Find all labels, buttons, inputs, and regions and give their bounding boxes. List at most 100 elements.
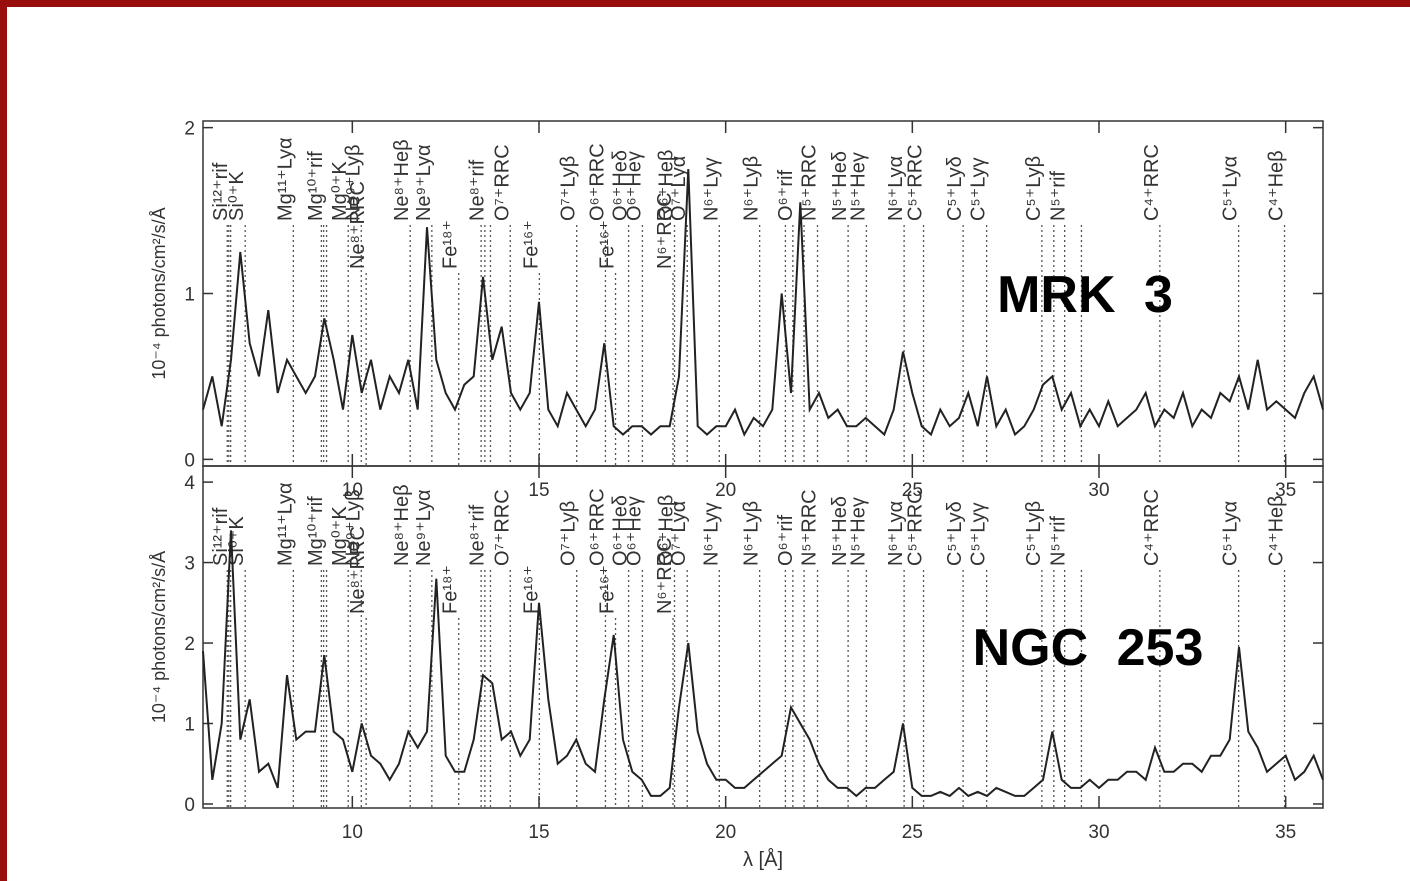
- line-label: N⁵⁺Heδ: [829, 151, 851, 221]
- y-tick-label: 0: [184, 795, 195, 816]
- line-label: O⁶⁺Heγ: [623, 496, 645, 566]
- line-label: Fe¹⁶⁺: [520, 220, 542, 269]
- frame: [0, 0, 7, 881]
- line-label: O⁶⁺Heβ: [656, 150, 678, 221]
- x-tick-label: 15: [528, 480, 549, 501]
- x-axis-label: λ [Å]: [743, 848, 783, 871]
- line-label: C⁵⁺Lyβ: [1023, 156, 1045, 221]
- line-label: N⁶⁺Lyβ: [741, 501, 763, 566]
- line-label: C⁴⁺RRC: [1141, 489, 1163, 566]
- line-label: Ne⁸⁺rif: [466, 504, 488, 566]
- spectrum-line: [202, 169, 1324, 437]
- line-label: C⁵⁺Lyδ: [944, 501, 966, 566]
- line-label: O⁷⁺Lyα: [668, 501, 690, 566]
- x-tick-label: 20: [715, 822, 736, 843]
- spectrum-line: [202, 530, 1324, 798]
- line-label: Mg⁰⁺K: [329, 161, 351, 221]
- line-label: O⁷⁺Lyα: [668, 156, 690, 221]
- line-label: C⁵⁺RRC: [905, 144, 927, 221]
- line-label: Ne⁹⁺Lyβ: [342, 489, 364, 566]
- y-tick-label: 2: [184, 634, 195, 655]
- x-tick-label: 25: [902, 822, 923, 843]
- line-label: O⁶⁺Heδ: [610, 150, 632, 221]
- line-label: Fe¹⁶⁺: [520, 565, 542, 614]
- plot-frame: [202, 465, 1324, 809]
- line-label: Fe¹⁸⁺: [440, 565, 462, 614]
- line-label: O⁶⁺Heβ: [656, 495, 678, 566]
- line-label: Mg⁰⁺K: [329, 506, 351, 566]
- line-label: O⁶⁺rif: [775, 515, 797, 566]
- line-label: N⁶⁺Lyγ: [700, 502, 722, 566]
- y-tick-label: 4: [184, 473, 195, 494]
- y-tick-label: 3: [184, 554, 195, 575]
- line-label: N⁵⁺RRC: [799, 144, 821, 221]
- line-label: N⁵⁺Heδ: [829, 496, 851, 566]
- line-label: Mg¹¹⁺Lyα: [274, 482, 296, 566]
- line-label: N⁶⁺Lyα: [885, 501, 907, 566]
- line-label: Ne⁸⁺Heβ: [391, 484, 413, 566]
- line-label: Ne⁹⁺Lyβ: [342, 144, 364, 221]
- line-label: Mg¹¹⁺Lyα: [274, 137, 296, 221]
- line-label: Si¹²⁺rif: [210, 162, 232, 221]
- line-label: N⁵⁺Heγ: [847, 152, 869, 221]
- line-label: N⁶⁺Lyβ: [741, 156, 763, 221]
- line-label: Ne⁸⁺Heβ: [391, 139, 413, 221]
- line-label: N⁵⁺RRC: [799, 489, 821, 566]
- line-label: O⁶⁺Heγ: [623, 151, 645, 221]
- line-label: O⁷⁺Lyβ: [558, 156, 580, 221]
- line-label: C⁵⁺Lyγ: [968, 157, 990, 221]
- line-label: Si⁰⁺K: [226, 171, 248, 221]
- panel-annotation: MRK 3: [997, 266, 1173, 324]
- panel-annotation: NGC 253: [973, 619, 1204, 677]
- line-label: C⁵⁺Lyα: [1220, 501, 1242, 566]
- x-tick-label: 15: [528, 822, 549, 843]
- line-label: Ne⁸⁺RRC: [347, 181, 369, 269]
- y-tick-label: 0: [184, 450, 195, 471]
- line-label: C⁴⁺Heβ: [1266, 495, 1288, 566]
- line-label: Fe¹⁶⁺: [597, 565, 619, 614]
- line-label: O⁶⁺Heδ: [610, 495, 632, 566]
- line-label: O⁶⁺RRC: [586, 143, 608, 221]
- x-tick-label: 30: [1088, 480, 1109, 501]
- line-label: N⁶⁺Lyγ: [700, 157, 722, 221]
- x-tick-label: 35: [1275, 480, 1296, 501]
- line-label: N⁶⁺RRC: [654, 192, 676, 269]
- line-label: C⁵⁺RRC: [905, 489, 927, 566]
- line-label: C⁵⁺Lyγ: [968, 502, 990, 566]
- line-label: N⁶⁺RRC: [654, 537, 676, 614]
- line-label: O⁷⁺Lyβ: [558, 501, 580, 566]
- line-label: Fe¹⁸⁺: [440, 220, 462, 269]
- y-tick-label: 1: [184, 715, 195, 736]
- y-tick-label: 2: [184, 119, 195, 140]
- line-label: O⁷⁺RRC: [491, 144, 513, 221]
- x-tick-label: 35: [1275, 822, 1296, 843]
- line-label: N⁵⁺rif: [1048, 171, 1070, 221]
- line-label: C⁵⁺Lyα: [1220, 156, 1242, 221]
- x-tick-label: 25: [902, 480, 923, 501]
- line-label: Mg¹⁰⁺rif: [305, 496, 327, 566]
- y-tick-label: 1: [184, 285, 195, 306]
- x-tick-label: 20: [715, 480, 736, 501]
- line-label: Ne⁸⁺rif: [466, 159, 488, 221]
- line-label: O⁶⁺rif: [775, 170, 797, 221]
- line-label: Ne⁸⁺RRC: [347, 526, 369, 614]
- line-label: C⁵⁺Lyβ: [1023, 501, 1045, 566]
- x-tick-label: 30: [1088, 822, 1109, 843]
- line-label: Ne⁹⁺Lyα: [413, 144, 435, 221]
- line-label: O⁶⁺RRC: [586, 488, 608, 566]
- frame: [0, 0, 1410, 7]
- x-tick-label: 10: [342, 480, 363, 501]
- line-label: Si¹²⁺rif: [210, 507, 232, 566]
- line-label: N⁵⁺Heγ: [847, 497, 869, 566]
- line-label: N⁶⁺Lyα: [885, 156, 907, 221]
- line-label: C⁴⁺RRC: [1141, 144, 1163, 221]
- line-label: C⁴⁺Heβ: [1266, 150, 1288, 221]
- line-label: Fe¹⁶⁺: [597, 220, 619, 269]
- line-label: Mg¹⁰⁺rif: [305, 151, 327, 221]
- line-label: C⁵⁺Lyδ: [944, 156, 966, 221]
- line-label: Ne⁹⁺Lyα: [413, 489, 435, 566]
- line-label: O⁷⁺RRC: [491, 489, 513, 566]
- line-label: N⁵⁺rif: [1048, 516, 1070, 566]
